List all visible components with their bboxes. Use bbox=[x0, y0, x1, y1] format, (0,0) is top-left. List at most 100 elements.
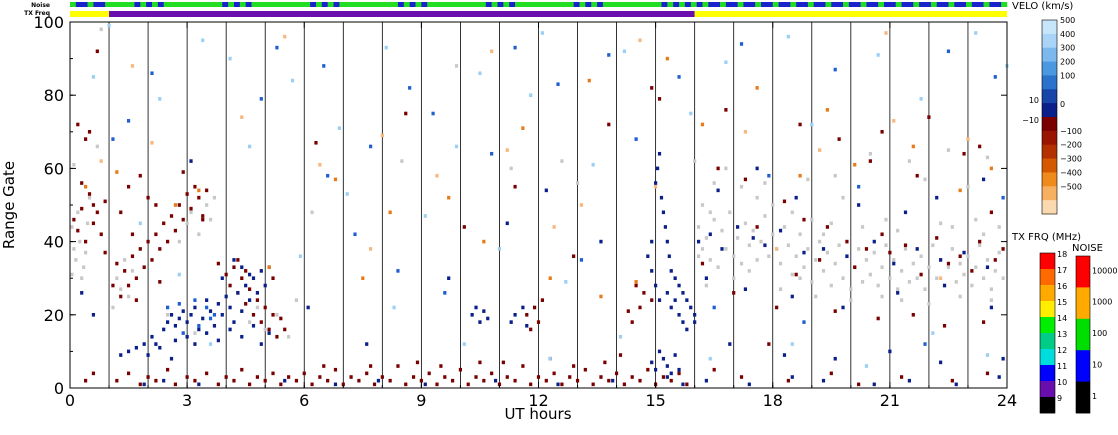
data-point bbox=[829, 371, 833, 376]
data-point bbox=[263, 283, 267, 288]
data-point bbox=[775, 247, 779, 251]
velocity-color-swatch bbox=[1042, 158, 1057, 173]
data-point bbox=[802, 320, 806, 324]
noise-strip-segment bbox=[632, 2, 639, 7]
data-point bbox=[650, 360, 654, 365]
data-point bbox=[333, 382, 338, 387]
noise-strip-segment bbox=[105, 2, 112, 7]
data-point bbox=[654, 367, 658, 372]
data-point bbox=[888, 250, 892, 255]
data-point bbox=[154, 342, 158, 346]
data-point bbox=[736, 225, 740, 229]
noise-strip-segment bbox=[602, 2, 610, 7]
noise-strip-segment bbox=[286, 2, 293, 7]
noise-strip-segment bbox=[321, 2, 328, 7]
data-point bbox=[130, 269, 135, 273]
data-point bbox=[85, 221, 90, 226]
noise-strip-segment bbox=[667, 2, 674, 7]
data-point bbox=[927, 265, 931, 270]
noise-strip-segment bbox=[784, 2, 791, 7]
data-point bbox=[681, 291, 685, 295]
velocity-color-swatch bbox=[1042, 89, 1057, 104]
data-point bbox=[505, 221, 509, 226]
noise-colorbar-swatches bbox=[1075, 255, 1091, 414]
data-point bbox=[220, 276, 224, 280]
txfreq-color-swatch bbox=[1040, 285, 1055, 302]
data-point bbox=[845, 254, 849, 259]
txfreq-strip bbox=[70, 11, 1007, 17]
data-point bbox=[794, 254, 798, 259]
data-point bbox=[782, 225, 787, 229]
data-point bbox=[818, 148, 822, 152]
data-point bbox=[888, 349, 892, 354]
data-point bbox=[700, 122, 705, 127]
noise-strip-segment bbox=[813, 2, 820, 7]
data-point bbox=[72, 162, 76, 167]
data-point bbox=[240, 276, 244, 280]
data-point bbox=[755, 86, 759, 90]
data-point bbox=[845, 239, 849, 244]
data-point bbox=[208, 316, 213, 321]
data-point bbox=[525, 313, 529, 317]
data-point bbox=[76, 228, 80, 233]
data-point bbox=[942, 323, 947, 328]
data-point bbox=[123, 258, 127, 262]
data-point bbox=[126, 294, 131, 299]
data-point bbox=[993, 269, 997, 273]
y-axis: 0 20 40 60 80 100 bbox=[33, 13, 1007, 398]
data-point bbox=[857, 382, 861, 387]
data-point bbox=[228, 56, 232, 61]
data-point bbox=[189, 159, 193, 163]
noise-strip-segment bbox=[128, 2, 135, 7]
velocity-tick-label: −500 bbox=[1060, 182, 1082, 191]
data-point bbox=[700, 247, 705, 251]
data-point bbox=[287, 375, 291, 379]
noise-strip-segment bbox=[796, 2, 803, 7]
data-point bbox=[903, 247, 908, 251]
noise-color-swatch bbox=[1076, 381, 1090, 414]
data-point bbox=[115, 170, 119, 174]
data-point bbox=[259, 269, 263, 273]
noise-strip-segment bbox=[351, 2, 358, 7]
data-point bbox=[630, 320, 634, 324]
data-point bbox=[814, 258, 818, 262]
data-point bbox=[536, 320, 541, 324]
data-point bbox=[989, 210, 993, 215]
data-point bbox=[981, 320, 986, 324]
data-point bbox=[708, 210, 712, 215]
data-point bbox=[501, 360, 505, 365]
noise-strip-segment bbox=[638, 2, 645, 7]
data-point bbox=[794, 272, 798, 277]
data-point bbox=[923, 177, 927, 182]
noise-strip-segment bbox=[479, 2, 487, 7]
data-point bbox=[833, 261, 837, 266]
data-point bbox=[771, 203, 775, 207]
data-point bbox=[509, 320, 513, 324]
data-point bbox=[841, 195, 845, 200]
data-point bbox=[693, 159, 697, 163]
noise-strip-segment bbox=[110, 2, 118, 7]
data-point bbox=[166, 239, 170, 244]
noise-strip-segment bbox=[339, 2, 346, 7]
data-point bbox=[99, 232, 103, 237]
data-point bbox=[700, 261, 705, 266]
data-point bbox=[700, 203, 705, 207]
data-point bbox=[201, 316, 205, 321]
data-point bbox=[540, 31, 545, 35]
data-point bbox=[915, 247, 919, 251]
data-point bbox=[294, 298, 299, 302]
data-point bbox=[544, 188, 548, 193]
data-point bbox=[173, 323, 178, 328]
data-point bbox=[591, 162, 595, 167]
data-point bbox=[169, 214, 174, 218]
noise-strip-segment bbox=[626, 2, 633, 7]
data-point bbox=[361, 276, 365, 280]
data-point bbox=[911, 261, 915, 266]
data-point bbox=[404, 111, 408, 116]
data-point bbox=[220, 313, 224, 317]
noise-strip-segment bbox=[661, 2, 668, 7]
data-point bbox=[782, 199, 787, 204]
x-tick-label: 3 bbox=[182, 391, 192, 410]
data-point bbox=[138, 382, 142, 387]
